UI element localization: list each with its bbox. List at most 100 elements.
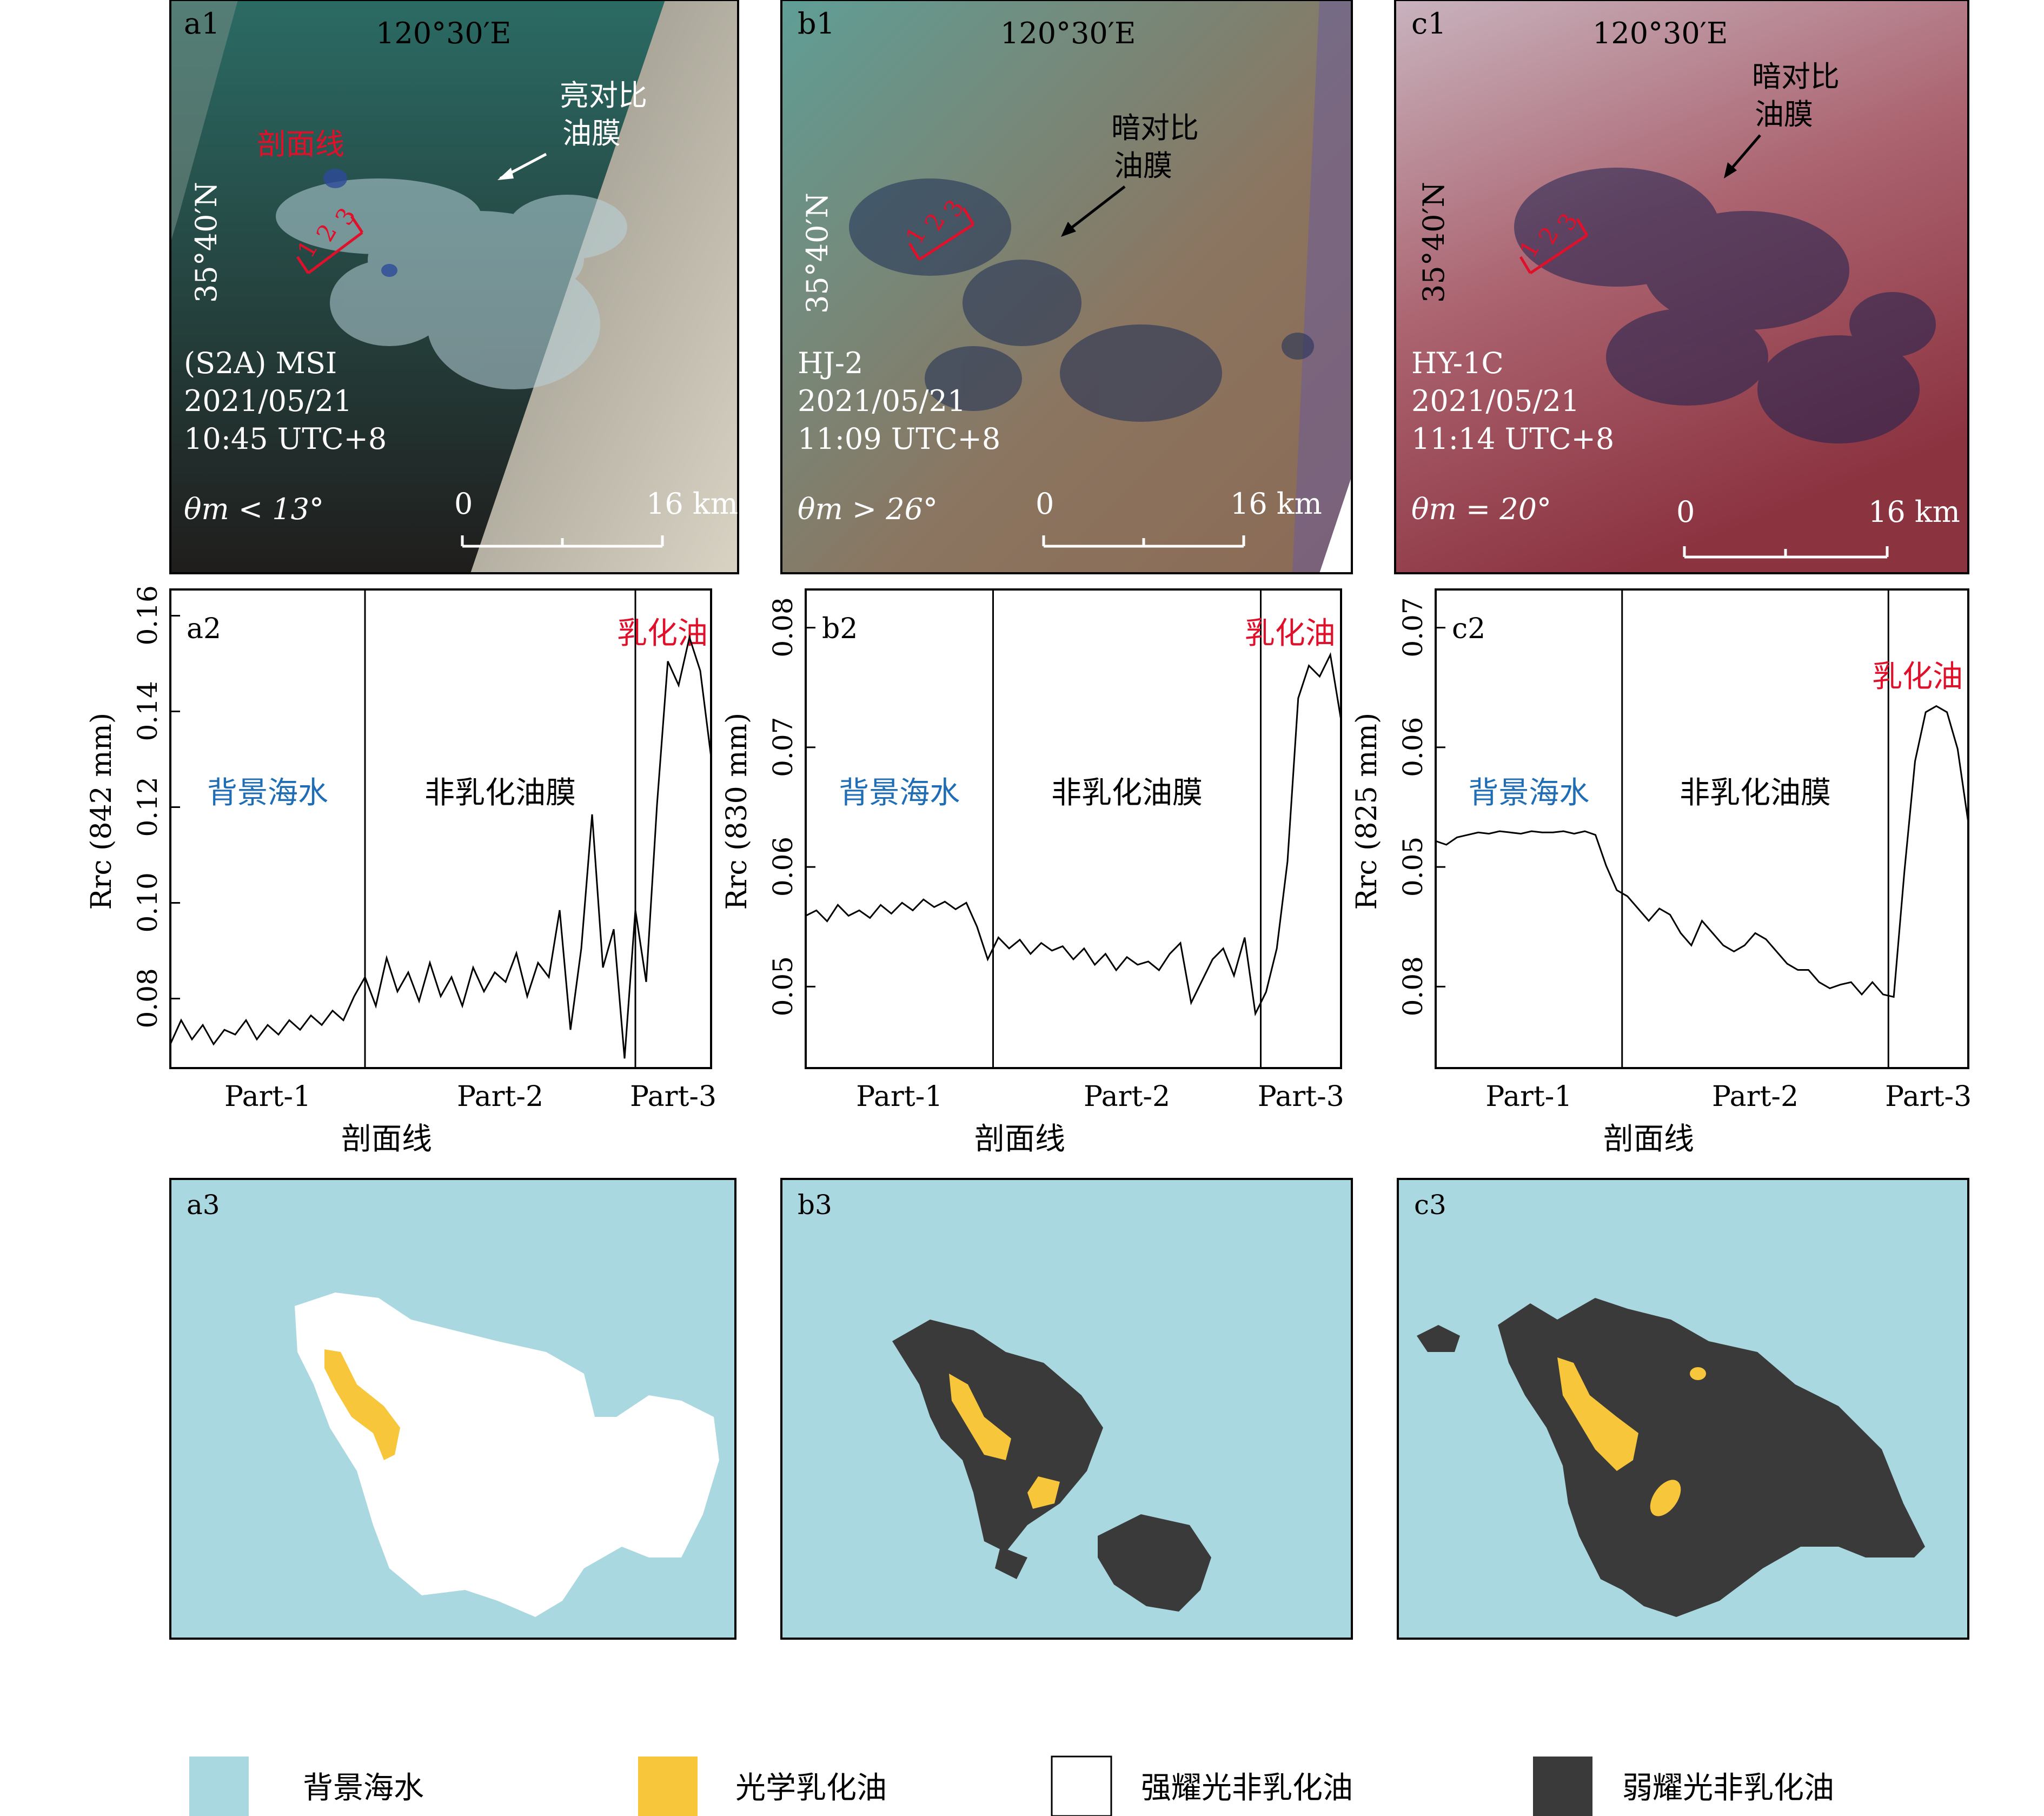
region-label-water: 背景海水 [1468,776,1589,811]
x-axis-label: 剖面线 [341,1122,432,1157]
strong-glint-nonemulsified-oil [295,1293,719,1617]
slick-annotation-line2: 油膜 [1114,149,1172,183]
classification-panel-b3: b3 [780,1178,1353,1640]
angle-label: θm > 26° [798,492,938,526]
emulsified-oil [1690,1367,1706,1380]
scale-end: 16 km [1868,495,1960,529]
legend-label-weak-glint: 弱耀光非乳化油 [1622,1771,1834,1806]
profile-series-line [169,634,712,1059]
time-label: 10:45 UTC+8 [184,422,387,456]
y-tick-label: 0.05 [1397,837,1429,897]
emulsified-oil [1650,1480,1681,1516]
y-axis-label: Rrc (830 mm) [721,713,753,910]
x-tick-label: Part-2 [1712,1081,1799,1113]
slick-annotation-line1: 暗对比 [1111,111,1199,145]
y-axis-label: Rrc (842 mm) [85,713,118,910]
bright-oil-slick [276,178,627,389]
panel-frame [1394,0,1969,574]
plot-frame [169,588,712,1069]
y-tick-label: 0.14 [132,681,163,741]
scale-start: 0 [1036,487,1054,521]
latitude-label: 35°40′N [189,182,223,303]
weak-glint-nonemulsified-oil [1417,1325,1460,1352]
latitude-label: 35°40′N [1417,182,1451,303]
x-tick-label: Part-1 [856,1081,943,1113]
longitude-label: 120°30′E [376,16,511,50]
sensor-label: HY-1C [1411,346,1504,380]
plot-frame [1435,588,1969,1069]
y-axis-label: Rrc (825 mm) [1351,713,1383,910]
x-tick-label: Part-3 [1885,1081,1972,1113]
profile-line-marker [1519,218,1589,275]
region-label-nonemulsified: 非乳化油膜 [1680,776,1831,811]
legend-label-strong-glint: 强耀光非乳化油 [1141,1771,1353,1806]
longitude-label: 120°30′E [1000,16,1136,50]
y-tick-label: 0.05 [767,956,799,1016]
scale-start: 0 [454,487,473,521]
profile-charts: 0.08 0.10 0.12 0.14 0.16 Rrc (842 mm) Part-1 Pa… [85,585,1972,1157]
profile-line-label: 剖面线 [257,127,344,161]
y-tick-label: 0.08 [767,597,799,657]
y-tick-label: 0.10 [132,872,163,932]
time-label: 11:14 UTC+8 [1411,422,1614,456]
no-data-corner [1319,476,1352,573]
x-tick-label: Part-1 [224,1081,311,1113]
region-label-emulsified: 乳化油 [617,616,708,651]
satellite-panel-a1 [169,0,739,574]
slick-annotation-line2: 油膜 [1755,97,1813,131]
image-edge-strip [170,0,238,243]
region-label-nonemulsified: 非乳化油膜 [424,776,576,811]
legend-label-emulsion: 光学乳化油 [735,1771,887,1806]
slick-annotation-line1: 暗对比 [1752,59,1840,94]
classification-panel-c3: c3 [1397,1178,1969,1640]
scale-bar [461,535,664,548]
scale-start: 0 [1676,495,1695,529]
y-tick-label: 0.07 [1397,597,1429,657]
x-tick-label: Part-3 [1258,1081,1344,1113]
dark-spots [323,169,397,277]
y-tick-label: 0.08 [1397,956,1429,1016]
latitude-label: 35°40′N [800,193,834,314]
legend: 背景海水 光学乳化油 强耀光非乳化油 弱耀光非乳化油 [189,1755,1834,1816]
x-tick-label: Part-3 [630,1081,716,1113]
y-tick-label: 0.06 [1397,717,1429,777]
date-label: 2021/05/21 [184,384,352,418]
annotation-arrow [1064,185,1126,234]
y-tick-label: 0.07 [767,717,799,777]
legend-swatch-water [189,1757,249,1816]
angle-label: θm < 13° [184,492,324,526]
angle-label: θm = 20° [1411,492,1551,526]
panel-label-c1: c1 [1411,6,1446,41]
time-label: 11:09 UTC+8 [798,422,1000,456]
profile-line-marker [296,215,364,274]
profile-line-marker [908,207,975,261]
satellite-panel-b1 [780,0,1353,574]
panel-label-a3: a3 [187,1189,220,1221]
region-label-nonemulsified: 非乳化油膜 [1051,776,1203,811]
date-label: 2021/05/21 [1411,384,1580,418]
panel-label-a1: a1 [184,6,220,41]
annotation-arrow [1727,134,1761,174]
legend-swatch-strong-glint [1051,1755,1112,1816]
profile-series-line [805,652,1342,1017]
profile-chart-c2: 0.08 0.05 0.06 0.07 Rrc (825 mm) Part-1 Part-2… [1351,588,1972,1157]
chart-panel-label: a2 [187,613,221,645]
image-edge-strip [1292,0,1352,573]
panel-label-b3: b3 [798,1189,832,1221]
weak-glint-nonemulsified-oil [1498,1298,1925,1617]
x-axis-label: 剖面线 [974,1122,1065,1157]
y-tick-label: 0.12 [132,777,163,837]
legend-label-water: 背景海水 [303,1771,424,1806]
legend-swatch-emulsion [638,1757,698,1816]
annotation-arrowhead [1724,162,1737,178]
panel-label-c3: c3 [1414,1189,1446,1221]
emulsified-oil [1027,1476,1060,1509]
chart-panel-label: b2 [822,613,858,645]
sensor-label: HJ-2 [798,346,863,380]
profile-chart-b2: 0.05 0.06 0.07 0.08 Rrc (830 mm) Part-1 Part-2… [721,588,1344,1157]
y-tick-label: 0.06 [767,837,799,897]
scale-bar [1683,546,1889,559]
classification-panel-a3: a3 [169,1178,736,1640]
panel-frame [169,0,739,574]
